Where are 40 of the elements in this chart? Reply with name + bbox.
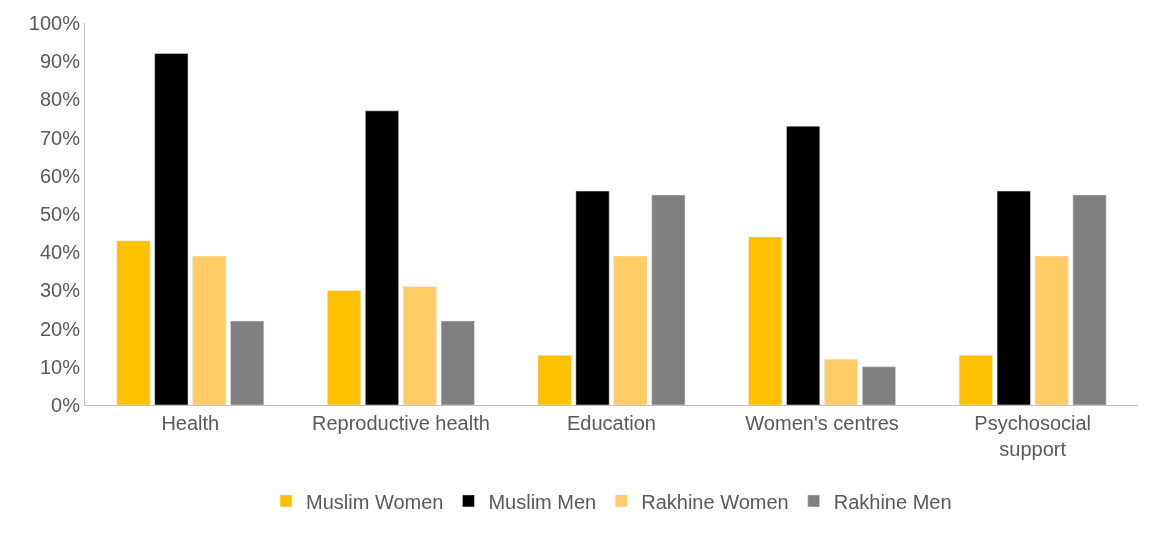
x-tick-label: Education (567, 412, 656, 434)
y-tick-label: 60% (39, 164, 81, 187)
bar (613, 255, 648, 405)
y-tick-label: 50% (39, 203, 81, 225)
bar (996, 190, 1031, 405)
legend-label: Rakhine Women (641, 490, 789, 513)
bar (537, 355, 572, 405)
bar (748, 236, 783, 405)
legend-label: Rakhine Men (833, 490, 952, 513)
y-tick-label: 70% (39, 126, 81, 149)
bar (327, 290, 361, 405)
y-tick-label: 80% (39, 88, 81, 111)
y-tick-label: 90% (39, 50, 81, 73)
bar (862, 366, 896, 405)
y-tick-label: 30% (39, 279, 81, 302)
x-tick-label: Women's centres (745, 412, 899, 434)
bar (402, 286, 437, 405)
bar (1072, 194, 1107, 405)
y-tick-label: 20% (39, 317, 81, 340)
bar (651, 194, 686, 405)
bar (230, 320, 265, 405)
y-tick-label: 100% (28, 12, 81, 34)
bar (1034, 255, 1069, 405)
bar (575, 190, 610, 405)
x-tick-label: Health (161, 412, 220, 434)
bar (116, 240, 151, 405)
legend-label: Muslim Women (306, 490, 444, 513)
bar (440, 320, 475, 405)
x-tick-label: Reproductive health (311, 412, 490, 434)
y-tick-label: 0% (51, 394, 81, 416)
legend-label: Muslim Men (488, 490, 597, 513)
bar (192, 255, 227, 405)
bar (154, 53, 189, 405)
bar (786, 125, 821, 405)
bar (824, 358, 858, 405)
bar (958, 355, 993, 405)
bar (365, 110, 399, 405)
x-tick-label: Psychosocial support (974, 412, 1092, 460)
y-tick-label: 40% (39, 241, 81, 264)
y-tick-label: 10% (39, 355, 81, 378)
